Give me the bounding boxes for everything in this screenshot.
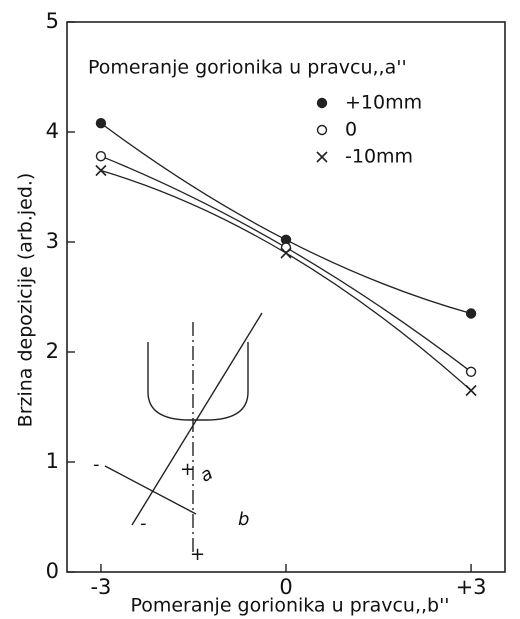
y-tick-label: 2 <box>46 339 59 363</box>
nozzle <box>147 342 249 421</box>
annotation: - <box>140 513 147 534</box>
data-point <box>95 117 107 129</box>
legend-marker <box>316 97 328 109</box>
data-point <box>465 366 477 377</box>
y-tick-label: 0 <box>46 559 59 583</box>
y-tick-label: 1 <box>46 449 59 473</box>
data-point <box>280 247 292 259</box>
annotation: + <box>190 544 205 565</box>
legend-marker <box>316 151 328 163</box>
x-tick-label: -3 <box>90 575 111 599</box>
series-line <box>100 155 472 373</box>
inset-diagram <box>104 312 263 555</box>
path-line <box>131 312 263 526</box>
annotation: a <box>197 463 217 487</box>
data-point <box>95 164 107 177</box>
y-axis-label: Brzina depozicije (arb.jed.) <box>15 173 37 428</box>
series-line <box>100 122 472 315</box>
annotation: - <box>93 454 100 475</box>
plot-frame <box>66 21 506 573</box>
series-line <box>100 169 472 391</box>
data-point <box>465 384 477 397</box>
data-point <box>465 308 477 319</box>
y-tick-label: 3 <box>46 229 59 253</box>
legend-title: Pomeranje gorionika u pravcu,,a'' <box>88 57 407 79</box>
legend-label: 0 <box>345 119 357 141</box>
annotation: b <box>238 509 249 530</box>
y-tick-label: 5 <box>46 9 59 33</box>
data-point <box>95 150 107 162</box>
legend-label: -10mm <box>345 146 413 168</box>
offset-line <box>104 465 197 515</box>
x-tick-label: +3 <box>456 575 487 599</box>
legend-marker <box>316 124 328 136</box>
x-tick-label: 0 <box>279 575 292 599</box>
legend-label: +10mm <box>345 92 422 114</box>
annotation: + <box>180 459 195 480</box>
x-axis-label: Pomeranje gorionika u pravcu,,b'' <box>130 595 449 617</box>
y-tick-label: 4 <box>46 119 59 143</box>
